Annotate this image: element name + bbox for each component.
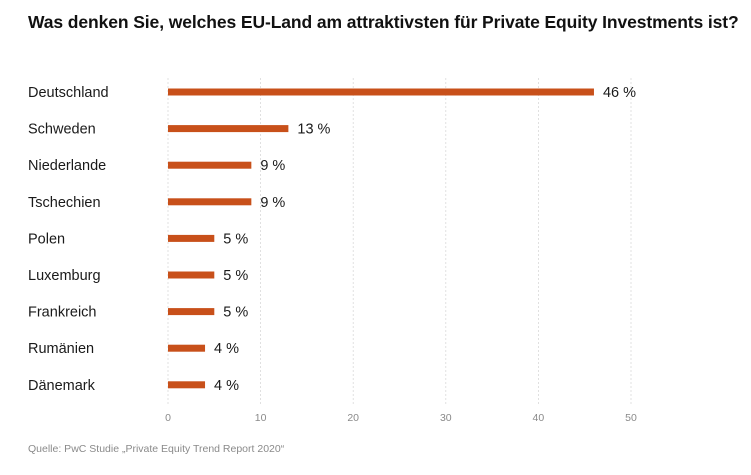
- value-label: 9 %: [260, 158, 285, 174]
- value-label: 13 %: [297, 122, 330, 138]
- bar-deutschland: [168, 88, 594, 96]
- value-label: 4 %: [214, 378, 239, 394]
- value-label: 5 %: [223, 268, 248, 284]
- bar-schweden: [168, 125, 289, 133]
- category-label: Schweden: [28, 122, 96, 138]
- category-labels: Deutschland Schweden Niederlande Tschechien…: [28, 85, 109, 394]
- x-tick-label: 40: [533, 412, 545, 424]
- bar-luxemburg: [168, 271, 215, 279]
- category-label: Tschechien: [28, 195, 101, 211]
- source-note: Quelle: PwC Studie „Private Equity Trend…: [28, 443, 285, 455]
- x-tick-label: 50: [625, 412, 637, 424]
- bar-tschechien: [168, 198, 252, 206]
- category-label: Niederlande: [28, 158, 106, 174]
- value-labels: 46 % 13 % 9 % 9 % 5 % 5 % 5 % 4 % 4 %: [214, 85, 636, 394]
- category-label: Dänemark: [28, 378, 96, 394]
- x-tick-label: 10: [255, 412, 267, 424]
- bars: [168, 88, 594, 389]
- category-label: Rumänien: [28, 341, 94, 357]
- value-label: 46 %: [603, 85, 636, 101]
- category-label: Polen: [28, 231, 65, 247]
- category-label: Deutschland: [28, 85, 109, 101]
- value-label: 5 %: [223, 305, 248, 321]
- category-label: Luxemburg: [28, 268, 101, 284]
- value-label: 4 %: [214, 341, 239, 357]
- value-label: 5 %: [223, 231, 248, 247]
- x-tick-label: 30: [440, 412, 452, 424]
- bar-frankreich: [168, 308, 215, 316]
- x-axis-ticks: 0 10 20 30 40 50: [165, 412, 637, 424]
- bar-dänemark: [168, 381, 206, 389]
- chart-title: Was denken Sie, welches EU-Land am attra…: [28, 12, 739, 32]
- x-tick-label: 0: [165, 412, 171, 424]
- bar-niederlande: [168, 161, 252, 169]
- bar-polen: [168, 234, 215, 242]
- category-label: Frankreich: [28, 305, 97, 321]
- value-label: 9 %: [260, 195, 285, 211]
- x-tick-label: 20: [347, 412, 359, 424]
- bar-rumänien: [168, 344, 206, 352]
